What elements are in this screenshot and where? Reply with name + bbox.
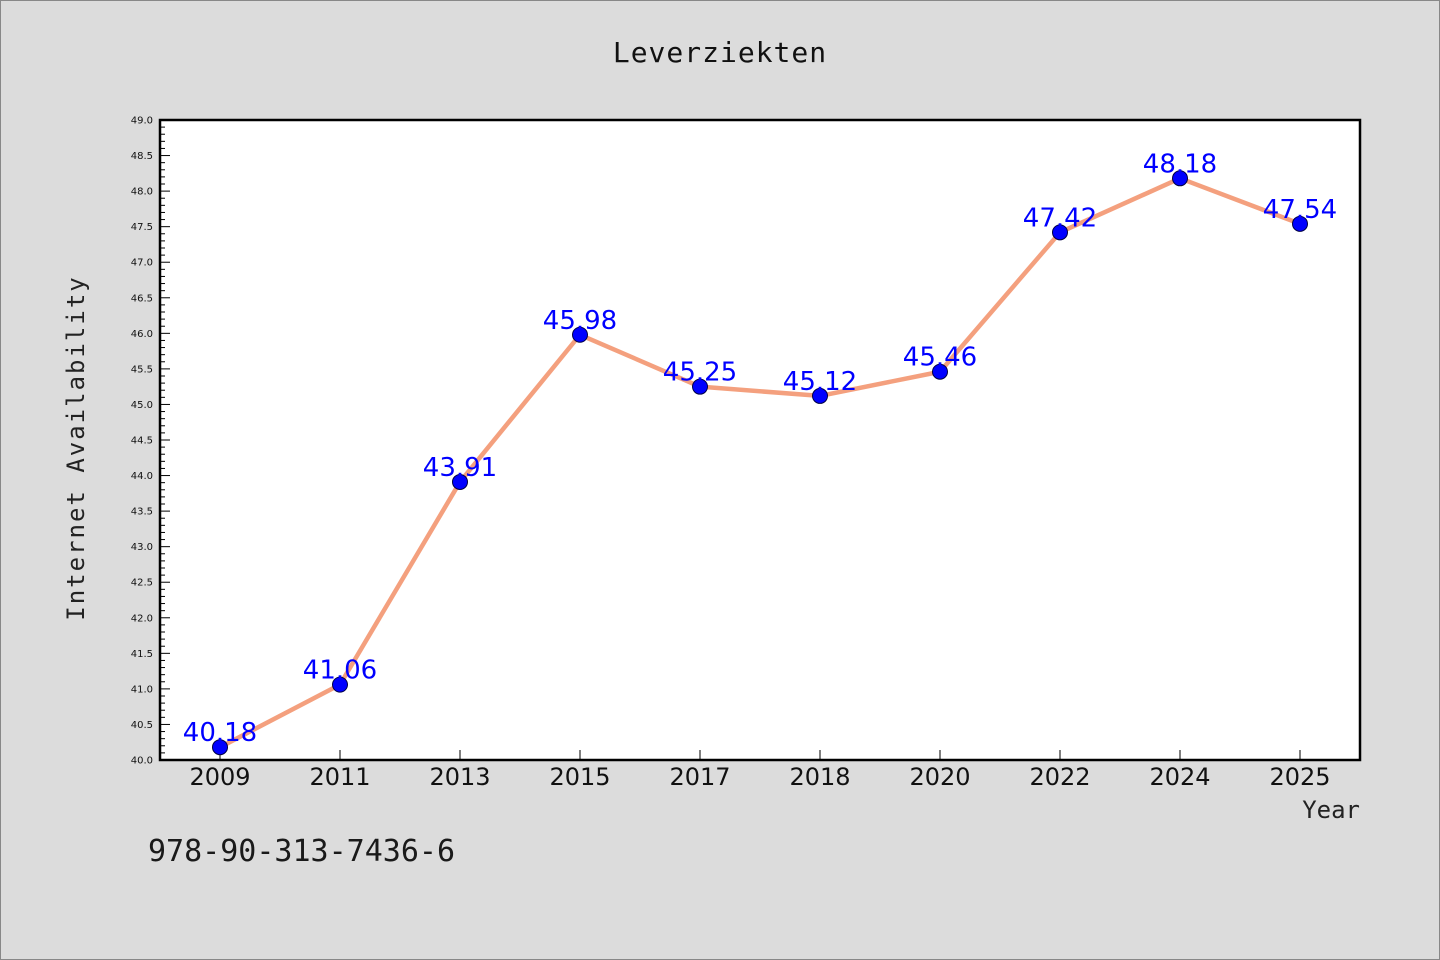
data-point (692, 378, 708, 395)
data-point (212, 739, 228, 756)
y-tick-label: 42.5 (131, 578, 153, 589)
x-tick-label: 2009 (189, 763, 250, 791)
data-label: 41.06 (303, 656, 377, 686)
x-tick-label: 2025 (1269, 763, 1330, 791)
series-group (212, 170, 1308, 756)
x-axis-label: Year (1302, 796, 1360, 824)
y-tick-label: 40.5 (131, 720, 153, 731)
data-point (452, 473, 468, 490)
data-label: 45.98 (543, 306, 617, 336)
data-point (812, 387, 828, 404)
data-label: 40.18 (183, 718, 257, 748)
data-labels-group: 40.18 41.06 43.91 45.98 45.25 45.12 45.46 47.42… (183, 149, 1337, 748)
y-tick-label: 46.0 (131, 329, 153, 340)
y-tick-label: 43.5 (131, 507, 153, 518)
y-tick-label: 48.0 (131, 187, 153, 198)
x-tick-label: 2020 (909, 763, 970, 791)
y-tick-label: 47.5 (131, 222, 153, 233)
data-point (1172, 170, 1188, 187)
data-point (1052, 224, 1068, 241)
y-tick-label: 49.0 (131, 116, 153, 127)
x-axis: 2009 2011 2013 2015 2017 2018 2020 2022 2024 2025 (189, 750, 1331, 791)
x-tick-label: 2022 (1029, 763, 1090, 791)
series-line (217, 176, 1303, 750)
y-tick-label: 48.5 (131, 151, 153, 162)
data-label: 45.12 (783, 367, 857, 397)
isbn-text: 978-90-313-7436-6 (148, 834, 456, 869)
y-tick-label: 45.5 (131, 364, 153, 375)
data-label: 47.42 (1023, 203, 1097, 233)
x-tick-label: 2018 (789, 763, 850, 791)
data-point (572, 326, 588, 343)
x-tick-label: 2017 (669, 763, 730, 791)
x-tick-label: 2015 (549, 763, 610, 791)
data-label: 43.91 (423, 453, 497, 483)
data-label: 45.46 (903, 343, 977, 373)
x-tick-label: 2013 (429, 763, 490, 791)
data-label: 48.18 (1143, 149, 1217, 179)
y-tick-label: 41.5 (131, 649, 153, 660)
data-point (932, 363, 948, 380)
data-label: 47.54 (1263, 195, 1337, 225)
x-tick-label: 2024 (1149, 763, 1210, 791)
data-point (332, 676, 348, 693)
y-tick-label: 41.0 (131, 684, 153, 695)
y-tick-label: 45.0 (131, 400, 153, 411)
y-tick-label: 46.5 (131, 293, 153, 304)
y-tick-label: 43.0 (131, 542, 153, 553)
data-point (1292, 215, 1308, 232)
y-axis: 40.0 40.5 41.0 41.5 42.0 42.5 43.0 43.5 44.0 44.5… (131, 116, 170, 767)
y-tick-label: 47.0 (131, 258, 153, 269)
y-tick-label: 42.0 (131, 613, 153, 624)
y-tick-label: 44.5 (131, 436, 153, 447)
chart-title: Leverziekten (612, 36, 828, 69)
y-tick-label: 40.0 (131, 756, 153, 767)
x-tick-label: 2011 (309, 763, 370, 791)
y-tick-label: 44.0 (131, 471, 153, 482)
data-label: 45.25 (663, 358, 737, 388)
